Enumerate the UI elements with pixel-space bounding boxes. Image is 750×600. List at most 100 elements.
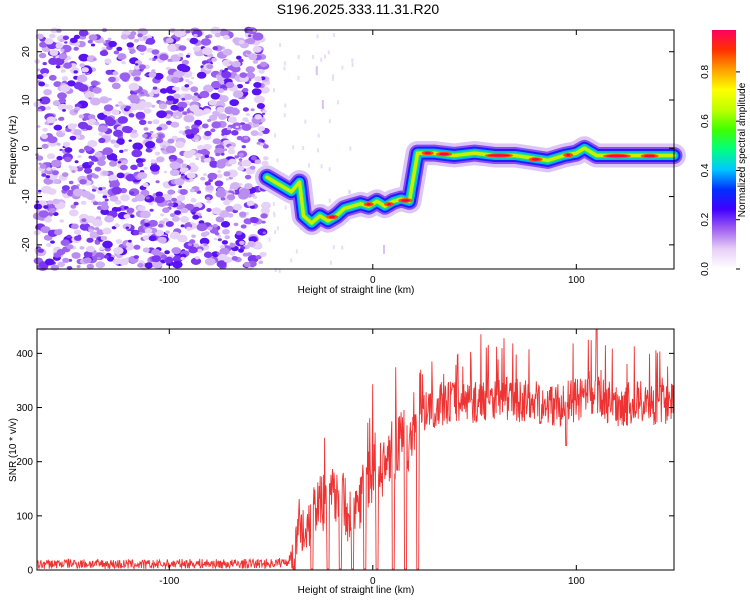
noise-blob — [250, 217, 259, 224]
noise-blob — [225, 177, 230, 181]
noise-blob — [225, 205, 234, 212]
noise-blob — [59, 148, 63, 152]
noise-blob — [185, 54, 191, 58]
noise-blob — [99, 96, 110, 104]
noise-blob — [60, 239, 70, 246]
noise-blob — [260, 61, 268, 67]
noise-blob — [212, 138, 221, 145]
noise-blob — [196, 248, 203, 253]
noise-blob — [151, 69, 156, 73]
noise-blob — [85, 215, 96, 223]
noise-speck — [329, 260, 332, 265]
noise-blob — [105, 118, 116, 127]
noise-blob — [38, 52, 47, 59]
noise-blob — [184, 125, 190, 130]
noise-blob — [235, 125, 239, 129]
noise-blob — [190, 198, 197, 203]
noise-blob — [143, 166, 148, 170]
noise-blob — [214, 232, 220, 236]
noise-blob — [72, 188, 84, 197]
noise-blob — [170, 104, 179, 111]
noise-blob — [96, 189, 104, 194]
noise-blob — [256, 103, 265, 109]
y-tick-label: 20 — [21, 46, 32, 58]
noise-blob — [195, 153, 202, 158]
noise-blob — [172, 111, 183, 120]
noise-blob — [67, 123, 77, 130]
noise-speck — [273, 88, 275, 93]
noise-blob — [169, 158, 174, 162]
noise-blob — [63, 141, 71, 147]
noise-blob — [163, 170, 167, 174]
noise-blob — [86, 237, 94, 243]
noise-blob — [238, 40, 245, 45]
noise-speck — [349, 189, 351, 194]
noise-blob — [144, 262, 153, 269]
noise-blob — [57, 261, 65, 268]
x-tick-label: -100 — [159, 576, 179, 587]
noise-blob — [252, 32, 264, 41]
noise-speck — [317, 148, 319, 153]
noise-blob — [210, 92, 221, 100]
noise-blob — [220, 152, 225, 156]
x-tick-label: 0 — [370, 576, 376, 587]
noise-blob — [110, 139, 117, 144]
noise-blob — [117, 53, 127, 60]
noise-blob — [132, 142, 143, 151]
noise-blob — [73, 46, 79, 51]
noise-blob — [112, 258, 122, 265]
noise-blob — [127, 239, 132, 243]
noise-blob — [245, 66, 255, 73]
noise-blob — [98, 187, 103, 191]
noise-blob — [243, 136, 249, 140]
noise-blob — [229, 185, 235, 190]
noise-blob — [194, 119, 203, 126]
noise-blob — [166, 95, 175, 101]
noise-blob — [94, 151, 103, 158]
noise-blob — [207, 119, 212, 122]
noise-blob — [211, 80, 222, 89]
noise-blob — [166, 120, 172, 126]
noise-blob — [212, 46, 219, 51]
noise-blob — [81, 67, 89, 73]
noise-blob — [74, 229, 82, 235]
noise-blob — [116, 172, 125, 179]
noise-blob — [189, 37, 199, 45]
noise-blob — [163, 195, 169, 199]
noise-blob — [165, 230, 170, 234]
noise-blob — [69, 37, 78, 44]
noise-blob — [64, 156, 72, 163]
noise-blob — [249, 165, 256, 170]
noise-blob — [88, 114, 96, 120]
noise-blob — [53, 124, 63, 131]
noise-speck — [327, 50, 330, 55]
noise-blob — [204, 130, 212, 137]
track-core-peak — [531, 158, 540, 161]
noise-blob — [87, 39, 93, 44]
noise-blob — [81, 218, 87, 223]
noise-blob — [218, 113, 228, 120]
noise-blob — [56, 155, 63, 161]
track-core-peak — [329, 215, 336, 219]
noise-blob — [220, 221, 231, 228]
noise-blob — [162, 207, 170, 213]
noise-blob — [254, 159, 262, 165]
noise-blob — [48, 208, 57, 214]
noise-speck — [274, 133, 277, 138]
noise-speck — [284, 61, 286, 66]
noise-blob — [242, 252, 249, 257]
noise-speck — [351, 62, 354, 67]
noise-blob — [47, 136, 58, 144]
noise-blob — [243, 261, 251, 267]
noise-blob — [119, 187, 128, 194]
noise-blob — [73, 70, 78, 74]
noise-blob — [195, 157, 199, 161]
noise-blob — [83, 145, 93, 152]
noise-blob — [203, 84, 214, 93]
noise-blob — [182, 111, 188, 115]
noise-blob — [253, 223, 257, 226]
noise-blob — [111, 109, 120, 116]
noise-blob — [128, 113, 135, 118]
noise-blob — [102, 40, 106, 44]
